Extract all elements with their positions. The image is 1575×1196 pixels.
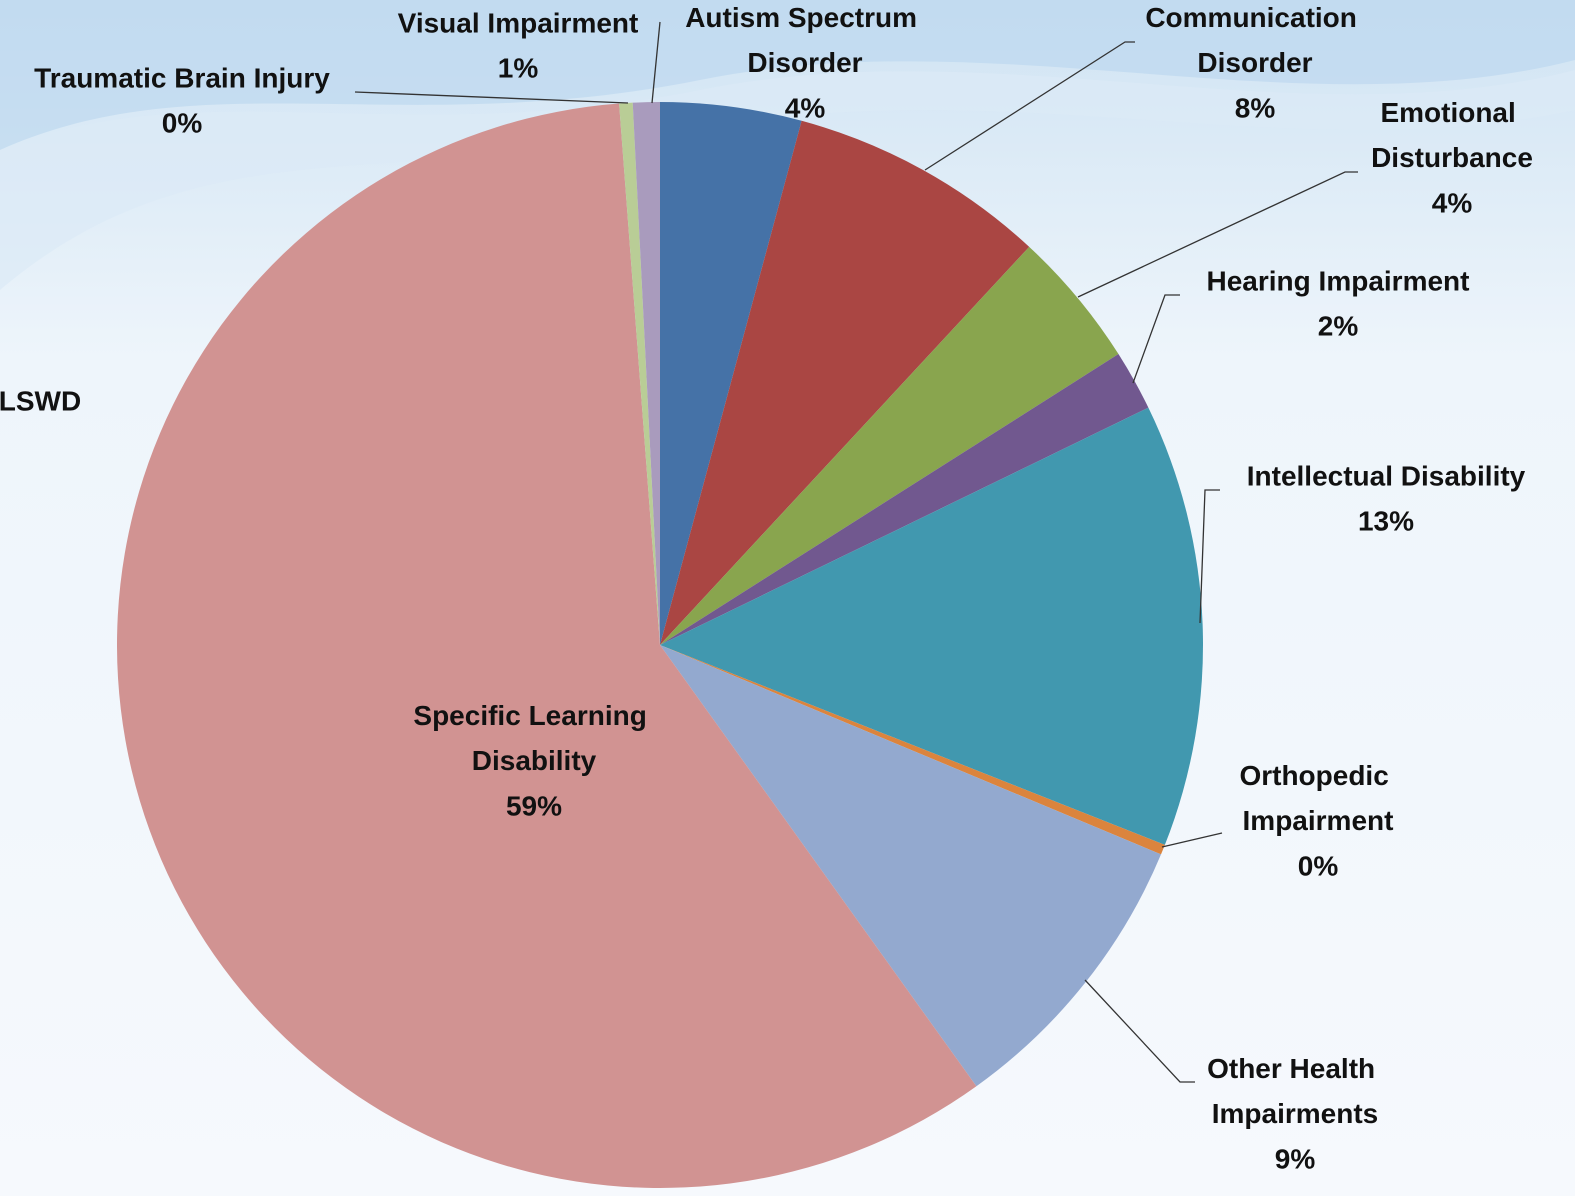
pie-slice <box>660 407 1203 845</box>
leader-line <box>1199 489 1220 624</box>
pie-slice <box>660 102 802 645</box>
slice-label: Visual Impairment <box>398 7 639 38</box>
slice-label: Traumatic Brain Injury <box>34 62 330 93</box>
leader-line <box>651 21 661 104</box>
wave <box>0 0 1575 150</box>
leader-line <box>1161 832 1223 848</box>
value-label: 59% <box>506 790 562 821</box>
slice-label: Hearing Impairment <box>1207 265 1470 296</box>
pie-slice <box>632 102 660 645</box>
leader-line <box>1077 171 1358 298</box>
leader-line <box>354 91 629 104</box>
value-label: 0% <box>162 107 203 138</box>
pie-slice <box>117 103 977 1188</box>
slice-label: Specific Learning Disability <box>413 700 654 776</box>
leader-line <box>1084 979 1195 1083</box>
pie-slice <box>619 102 660 645</box>
pie-slice <box>660 645 1162 1087</box>
wave <box>0 70 1575 290</box>
pie-slice <box>660 645 1165 855</box>
slice-label: Autism Spectrum Disorder <box>685 2 925 78</box>
value-label: 13% <box>1358 505 1414 536</box>
value-label: 9% <box>1275 1143 1316 1174</box>
value-label: 1% <box>498 52 539 83</box>
pie-slice <box>660 246 1119 645</box>
value-label: 4% <box>1432 187 1473 218</box>
slice-label: Emotional Disturbance <box>1371 97 1533 173</box>
value-label: 0% <box>1298 850 1339 881</box>
leader-line <box>924 41 1135 171</box>
pie-slice <box>660 354 1149 645</box>
slice-label: Orthopedic Impairment <box>1239 760 1396 836</box>
value-label: 4% <box>785 92 826 123</box>
pie-slice <box>660 120 1030 645</box>
value-label: 2% <box>1318 310 1359 341</box>
side-label: LSWD <box>0 385 81 416</box>
slice-label: Communication Disorder <box>1145 2 1364 78</box>
slice-label: Other Health Impairments <box>1207 1053 1383 1129</box>
leader-lines <box>354 21 1358 1083</box>
leader-line <box>1132 294 1180 384</box>
slice-label: Intellectual Disability <box>1247 460 1526 491</box>
value-label: 8% <box>1235 92 1276 123</box>
